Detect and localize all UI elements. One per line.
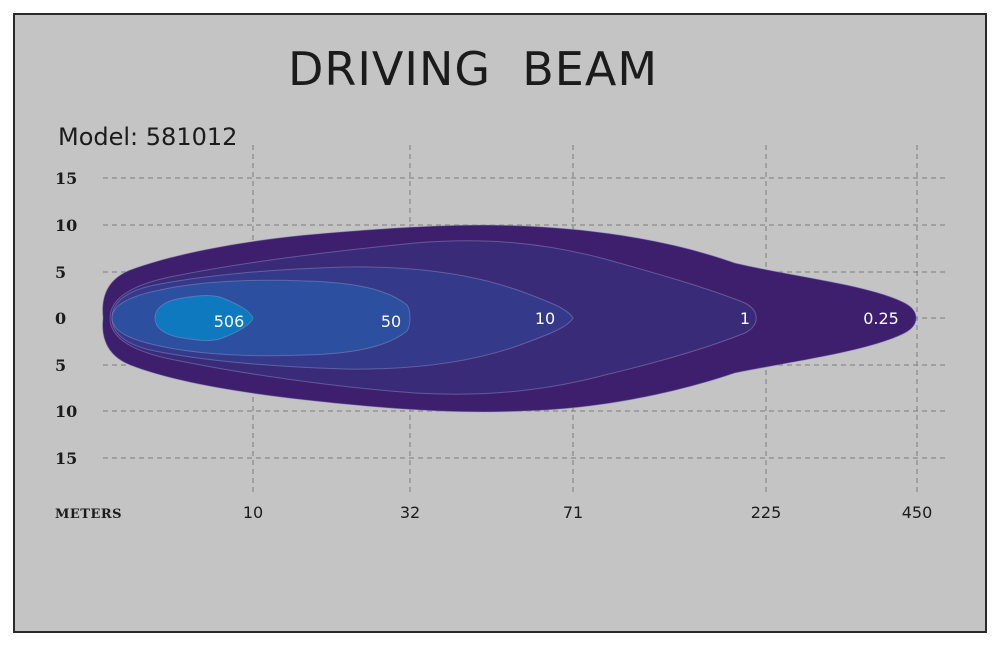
y-tick-label: 0 — [55, 309, 66, 328]
zone-label: 10 — [535, 309, 555, 328]
x-axis-label: METERS — [55, 507, 122, 522]
chart-title: DRIVING BEAM — [288, 42, 658, 96]
y-tick-labels: 15 10 5 0 5 10 15 — [55, 169, 77, 468]
beam-zones — [102, 224, 917, 413]
y-tick-label: 5 — [55, 356, 66, 375]
y-tick-label: 15 — [55, 449, 77, 468]
zone-labels: 0.25 1 10 50 506 — [214, 309, 899, 331]
zone-label: 1 — [740, 309, 750, 328]
zone-label: 50 — [381, 312, 401, 331]
beam-zone-506 — [154, 295, 254, 341]
x-tick-label: 450 — [902, 503, 933, 522]
y-tick-label: 15 — [55, 169, 77, 188]
x-tick-labels: 10 32 71 225 450 — [243, 503, 932, 522]
y-tick-label: 5 — [55, 263, 66, 282]
x-tick-label: 32 — [400, 503, 420, 522]
y-tick-label: 10 — [55, 402, 77, 421]
x-tick-label: 71 — [563, 503, 583, 522]
x-tick-label: 225 — [751, 503, 782, 522]
zone-label: 506 — [214, 312, 245, 331]
x-tick-label: 10 — [243, 503, 263, 522]
y-tick-label: 10 — [55, 216, 77, 235]
zone-label: 0.25 — [863, 309, 899, 328]
model-label: Model: 581012 — [58, 123, 237, 151]
chart-frame: 0.25 1 10 50 506 DRIVING BEAM Model: 581012 … — [13, 13, 987, 633]
